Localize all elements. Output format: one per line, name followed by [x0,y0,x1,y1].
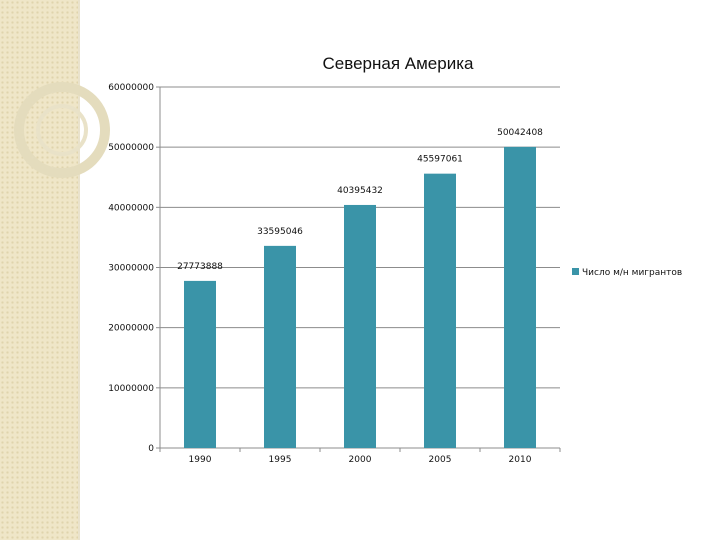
bar-layer [184,146,536,449]
y-tick-label: 0 [148,444,154,454]
legend: Число м/н мигрантов [572,268,682,278]
y-tick-label: 50000000 [108,143,154,153]
decorative-divider [78,0,80,540]
bar [184,280,216,448]
y-tick-label: 60000000 [108,83,154,93]
decorative-circle-small [36,104,88,156]
label-layer: 27773888 33595046 40395432 45597061 50042408 [177,128,543,272]
legend-swatch [572,268,579,275]
bar [344,204,376,448]
x-tick-label: 1995 [269,455,292,465]
decorative-circles [14,82,110,178]
data-label: 45597061 [417,155,463,165]
chart-title: Северная Америка [323,54,474,73]
legend-label: Число м/н мигрантов [582,268,682,278]
bar [264,245,296,448]
y-tick-label: 30000000 [108,264,154,274]
x-tick-label: 1990 [189,455,212,465]
data-label: 50042408 [497,128,543,138]
y-tick-label: 10000000 [108,384,154,394]
axis-layer: 0 10000000 20000000 30000000 40000000 5000000… [108,83,561,465]
y-tick-label: 20000000 [108,324,154,334]
data-label: 27773888 [177,262,223,272]
decorative-circle-large [14,82,110,178]
bar [504,146,536,449]
y-tick-label: 40000000 [108,203,154,213]
x-tick-label: 2010 [509,455,532,465]
x-tick-label: 2000 [349,455,372,465]
data-label: 40395432 [337,186,383,196]
bar [424,173,456,448]
x-tick-label: 2005 [429,455,452,465]
data-label: 33595046 [257,227,303,237]
